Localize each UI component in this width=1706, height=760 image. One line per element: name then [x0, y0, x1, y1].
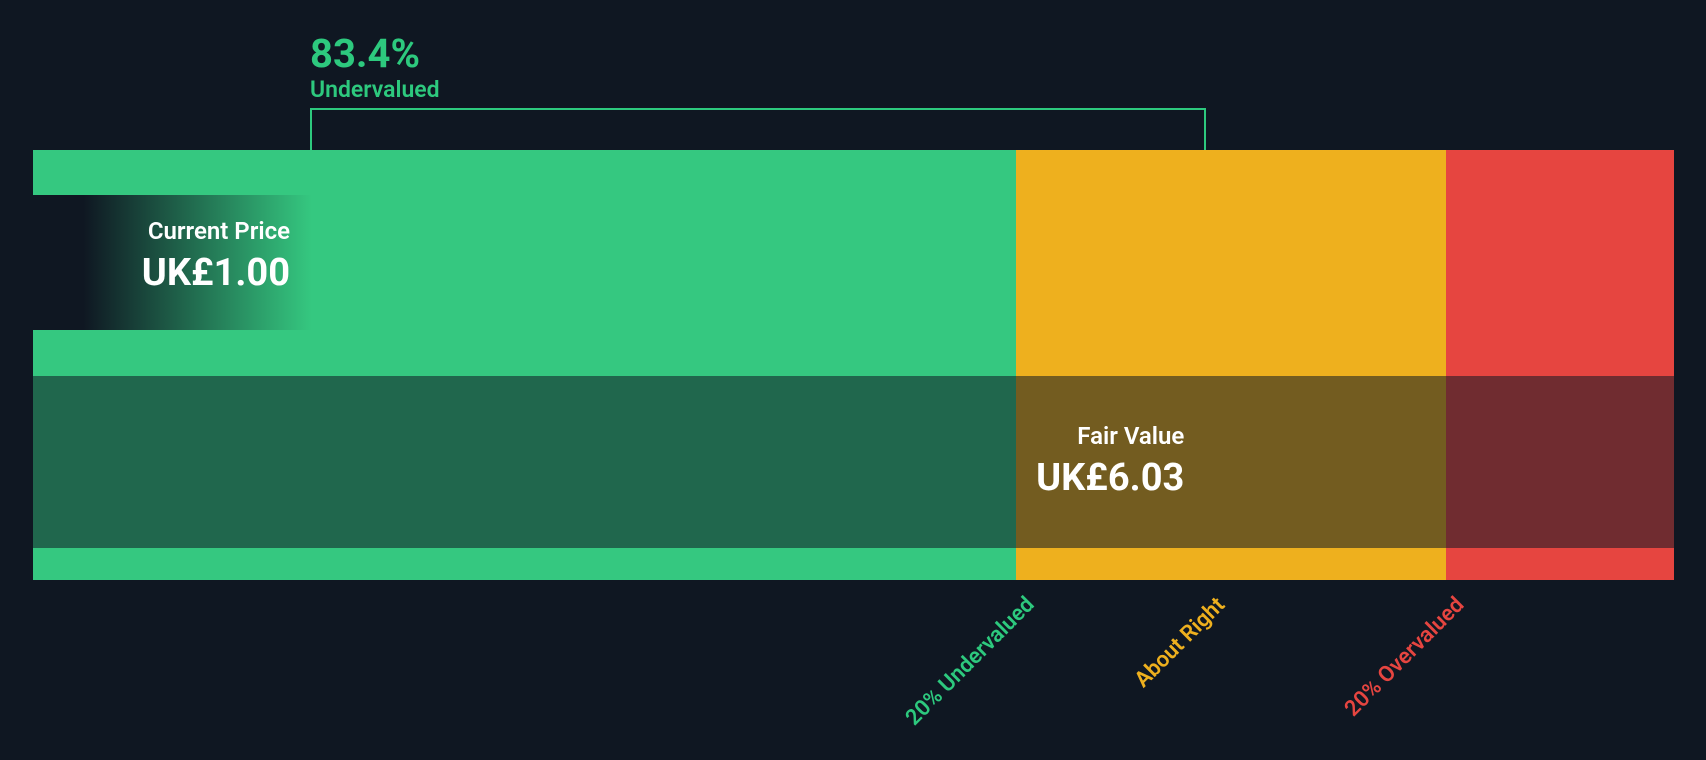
- undervalued-label: Undervalued: [310, 76, 440, 103]
- fair-value-value: UK£6.03: [946, 456, 1184, 500]
- current-price-label: Current Price: [33, 217, 290, 245]
- undervalued-percent: 83.4%: [310, 30, 420, 77]
- current-price-value: UK£1.00: [33, 251, 290, 295]
- fair-value-label: Fair Value: [946, 422, 1184, 450]
- valuation-chart: 83.4% Undervalued Current Price UK£1.00 …: [0, 0, 1706, 760]
- current-price-box: Current Price UK£1.00: [33, 195, 312, 330]
- axis-label: About Right: [1130, 592, 1230, 692]
- axis-label: 20% Overvalued: [1340, 592, 1469, 721]
- fair-value-box: Fair Value UK£6.03: [946, 400, 1206, 535]
- bracket-left-tick: [310, 108, 312, 150]
- axis-label: 20% Undervalued: [901, 592, 1039, 730]
- valuation-bracket: [310, 108, 1206, 150]
- fair-value-band: [33, 376, 1674, 548]
- bracket-line: [310, 108, 1206, 110]
- bracket-right-tick: [1204, 108, 1206, 150]
